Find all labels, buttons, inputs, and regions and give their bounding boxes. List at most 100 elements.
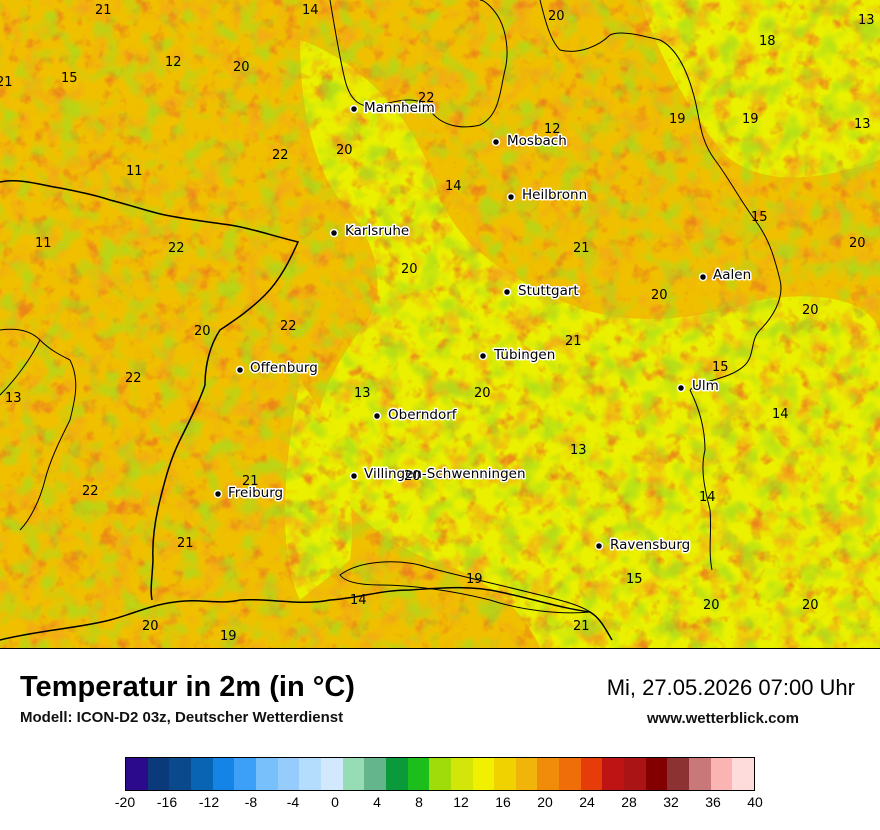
colorbar-segment	[364, 758, 386, 790]
city-karlsruhe[interactable]: Karlsruhe	[329, 222, 411, 241]
colorbar-tick-label: -8	[244, 794, 258, 810]
value-label: 13	[858, 13, 875, 28]
borders	[0, 0, 782, 641]
city-label: Oberndorf	[388, 407, 458, 423]
city-dot	[502, 287, 512, 297]
colorbar-segment	[559, 758, 581, 790]
value-label: 20	[802, 303, 819, 318]
colorbar-tick-label: -4	[286, 794, 300, 810]
colorbar-tick-label: 4	[373, 794, 381, 810]
value-labels: 21 14 20 13 18 21 22 12 20 15 12 19 19 1…	[0, 3, 875, 644]
colorbar-segment	[689, 758, 711, 790]
colorbar-tick-label: 32	[663, 794, 679, 810]
colorbar-tick-label: 8	[415, 794, 423, 810]
value-label: 14	[699, 490, 716, 505]
city-dot	[213, 489, 223, 499]
value-label: 20	[401, 262, 418, 277]
colorbar-segment	[126, 758, 148, 790]
value-label: 20	[548, 9, 565, 24]
value-label: 20	[194, 324, 211, 339]
temperature-colorbar	[125, 757, 755, 791]
lake-constance	[339, 561, 592, 614]
city-offenburg[interactable]: Offenburg	[235, 359, 319, 378]
colorbar-tick-label: 24	[579, 794, 595, 810]
value-label: 21	[95, 3, 112, 18]
city-dot	[698, 272, 708, 282]
city-freiburg[interactable]: Freiburg	[213, 484, 285, 503]
city-dot	[329, 228, 339, 238]
city-label: Mosbach	[507, 133, 567, 149]
colorbar-segment	[299, 758, 321, 790]
value-label: 22	[280, 319, 297, 334]
colorbar-segment	[342, 758, 365, 790]
city-dot	[349, 104, 359, 114]
value-label: 20	[336, 143, 353, 158]
value-label: 21	[573, 241, 590, 256]
city-dot	[491, 137, 501, 147]
value-label: 20	[142, 619, 159, 634]
value-label: 22	[125, 371, 142, 386]
value-label: 14	[302, 3, 319, 18]
value-label: 21	[573, 619, 590, 634]
map-footer: Temperatur in 2m (in °C) Modell: ICON-D2…	[0, 649, 880, 830]
temperature-map[interactable]: Mannheim Mosbach Heilbronn Karlsruhe Aal…	[0, 0, 880, 649]
value-label: 19	[466, 572, 483, 587]
city-label: Ulm	[692, 378, 719, 394]
french-region-border	[0, 328, 77, 531]
colorbar-segment	[472, 758, 495, 790]
national-border-west	[0, 180, 300, 601]
value-label: 22	[272, 148, 289, 163]
colorbar-ticks: -20 -16 -12 -8 -4 0 4 8 12 16 20 24 28 32 36 40	[115, 794, 763, 814]
city-dot	[235, 365, 245, 375]
value-label: 20	[703, 598, 720, 613]
colorbar-segment	[494, 758, 516, 790]
value-label: 21	[177, 536, 194, 551]
value-label: 13	[354, 386, 371, 401]
colorbar-tick-label: 20	[537, 794, 553, 810]
colorbar-tick-label: 16	[495, 794, 511, 810]
city-label: Stuttgart	[518, 283, 579, 299]
city-label: Ravensburg	[610, 537, 690, 553]
city-ravensburg[interactable]: Ravensburg	[594, 536, 692, 555]
state-border-north	[329, 0, 508, 128]
city-heilbronn[interactable]: Heilbronn	[506, 186, 589, 205]
value-label: 15	[61, 71, 78, 86]
value-label: 20	[404, 469, 421, 484]
colorbar-tick-label: 40	[747, 794, 763, 810]
value-label: 14	[350, 593, 367, 608]
value-label: 15	[751, 210, 768, 225]
city-stuttgart[interactable]: Stuttgart	[502, 282, 580, 301]
city-label: Heilbronn	[522, 187, 587, 203]
city-dot	[478, 351, 488, 361]
state-border-east-south	[689, 389, 713, 571]
city-ulm[interactable]: Ulm	[676, 377, 720, 396]
colorbar-segment	[732, 758, 755, 790]
colorbar-tick-label: 36	[705, 794, 721, 810]
city-dot	[349, 471, 359, 481]
value-label: 19	[669, 112, 686, 127]
value-label: 12	[165, 55, 182, 70]
value-label: 20	[233, 60, 250, 75]
colorbar-segment	[537, 758, 560, 790]
city-oberndorf[interactable]: Oberndorf	[372, 406, 459, 425]
colorbar-segment	[515, 758, 538, 790]
city-aalen[interactable]: Aalen	[698, 266, 753, 285]
colorbar-segment	[710, 758, 733, 790]
colorbar-tick-label: 0	[331, 794, 339, 810]
value-label: 13	[570, 443, 587, 458]
colorbar-segment	[667, 758, 690, 790]
state-border-east-north	[539, 0, 782, 391]
city-tuebingen[interactable]: Tübingen	[478, 346, 557, 365]
value-label: 13	[5, 391, 22, 406]
value-label: 11	[35, 236, 52, 251]
colorbar-segment	[190, 758, 213, 790]
city-label: Freiburg	[228, 485, 283, 501]
green-texture	[0, 0, 880, 648]
city-villingen-schwenningen[interactable]: Villingen-Schwenningen	[349, 465, 527, 484]
site-url[interactable]: www.wetterblick.com	[647, 710, 799, 727]
city-mannheim[interactable]: Mannheim	[349, 99, 436, 118]
value-label: 22	[418, 91, 435, 106]
value-label: 11	[126, 164, 143, 179]
colorbar-tick-label: -12	[198, 794, 220, 810]
city-mosbach[interactable]: Mosbach	[491, 132, 568, 151]
